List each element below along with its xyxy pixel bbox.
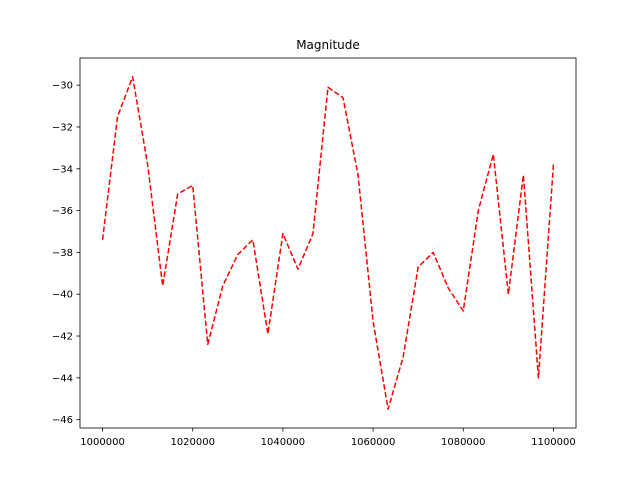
x-tick-label: 1040000	[261, 437, 306, 448]
y-tick-label: −32	[52, 122, 73, 133]
chart-title: Magnitude	[296, 38, 360, 52]
y-tick-label: −36	[52, 206, 73, 217]
y-tick-label: −30	[52, 81, 73, 92]
y-tick-label: −46	[52, 415, 73, 426]
magnitude-series-line	[101, 76, 555, 410]
plot-area: 1000000 1020000 1040000 1060000 1080000 11000…	[52, 76, 576, 448]
x-tick-label: 1100000	[531, 437, 576, 448]
y-tick-label: −38	[52, 248, 73, 259]
y-tick-label: −34	[52, 164, 73, 175]
y-tick-label: −40	[52, 290, 73, 301]
x-tick-label: 1060000	[351, 437, 396, 448]
x-tick-label: 1080000	[441, 437, 486, 448]
y-tick-label: −42	[52, 332, 73, 343]
axes-frame	[79, 57, 577, 429]
x-tick-label: 1020000	[170, 437, 215, 448]
y-tick-label: −44	[52, 373, 73, 384]
x-tick-label: 1000000	[80, 437, 125, 448]
